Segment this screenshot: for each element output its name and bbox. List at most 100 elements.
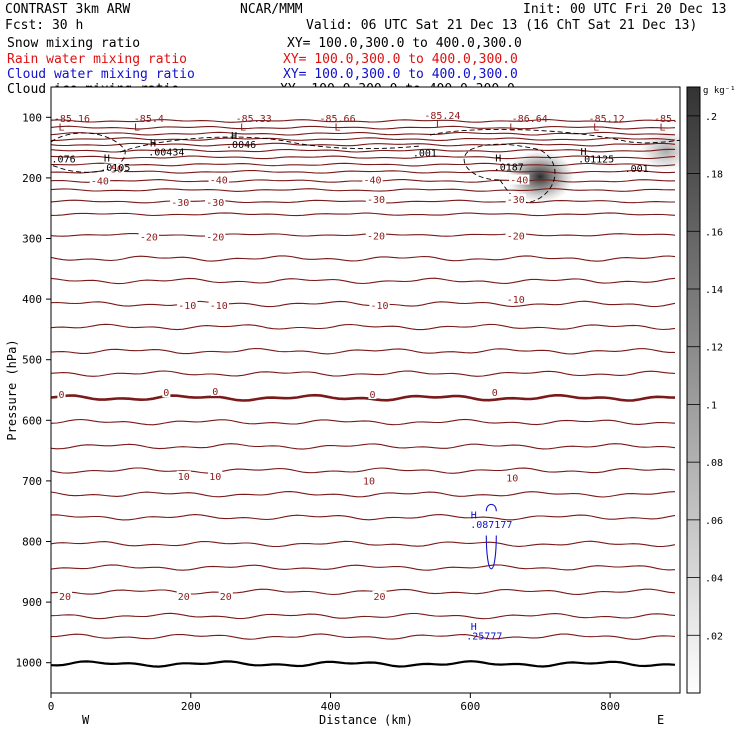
colorbar-tick-label: .04 — [705, 574, 723, 585]
contour-label-bg — [138, 231, 159, 242]
contour-label-bg — [361, 475, 377, 486]
contour-label-bg — [372, 590, 387, 601]
temperature-contour — [51, 418, 676, 426]
y-tick-label: 800 — [22, 536, 42, 549]
cloud-water-contour — [485, 503, 497, 512]
contour-label-bg — [505, 472, 520, 483]
contour-label: 10 — [506, 474, 518, 485]
x-tick-label: 0 — [48, 700, 55, 713]
colorbar-tick-label: .1 — [705, 400, 717, 411]
contour-label-bg — [505, 230, 526, 241]
extremum-label: L — [509, 123, 515, 134]
contour-label-bg — [365, 230, 387, 241]
extremum-label: L — [240, 123, 246, 134]
contour-label: -40 — [510, 176, 528, 187]
temperature-contour — [51, 323, 676, 331]
contour-label: -40 — [210, 176, 228, 187]
extremum-label: .00434 — [148, 147, 184, 158]
extremum-label: H — [471, 622, 477, 633]
east-label: E — [657, 713, 664, 727]
field-cloudwater-name: Cloud water mixing ratio — [7, 67, 195, 82]
contour-label-bg — [218, 590, 233, 601]
extremum-label: H — [231, 131, 237, 142]
extremum-label: .001 — [625, 164, 649, 175]
x-tick-label: 600 — [460, 700, 480, 713]
contour-label-bg — [177, 299, 198, 310]
temperature-contour — [51, 564, 676, 571]
temperature-contour — [51, 148, 676, 153]
extremum-label: .076 — [52, 155, 76, 166]
y-tick-label: 100 — [22, 111, 42, 124]
colorbar-tick-label: .08 — [705, 458, 723, 469]
extremum-label: -85.66 — [319, 114, 355, 125]
extremum-label: L — [58, 123, 64, 134]
contour-label: -30 — [206, 198, 224, 209]
temperature-contour — [51, 277, 676, 285]
temperature-contour — [51, 199, 675, 204]
y-tick-label: 1000 — [16, 657, 43, 670]
extremum-label: L — [335, 123, 341, 134]
contour-label: -40 — [363, 176, 381, 187]
header-model: CONTRAST 3km ARW — [5, 2, 130, 17]
temperature-contour — [51, 188, 675, 192]
colorbar-tick-label: .14 — [705, 285, 723, 296]
temperature-contour — [51, 155, 676, 160]
field-rain-name: Rain water mixing ratio — [7, 52, 187, 67]
extremum-label: .001 — [413, 149, 437, 160]
temperature-contour — [51, 212, 676, 217]
contour-label-bg — [365, 193, 387, 204]
colorbar-tick-label: .12 — [705, 343, 723, 354]
extremum-label: .01125 — [578, 155, 614, 166]
extremum-label: H — [150, 138, 156, 149]
contour-label-bg — [509, 174, 530, 185]
temperature-contour — [51, 162, 676, 167]
extremum-label: .087177 — [470, 520, 512, 531]
cloud-ice-contour — [463, 143, 556, 203]
contour-label-bg — [89, 175, 111, 186]
y-tick-label: 400 — [22, 293, 42, 306]
contour-label: -10 — [507, 295, 525, 306]
field-cloudwater-xy: XY= 100.0,300.0 to 400.0,300.0 — [283, 67, 518, 82]
contour-label-bg — [369, 299, 390, 310]
temperature-contour — [51, 633, 676, 640]
contour-label: -30 — [171, 198, 189, 209]
extremum-label: H — [581, 147, 587, 158]
shaded-maximum — [506, 150, 575, 203]
contour-label-bg — [505, 293, 526, 304]
contour-label: -20 — [140, 233, 158, 244]
contour-label: 10 — [178, 472, 190, 483]
x-tick-label: 200 — [181, 700, 201, 713]
contour-label-bg — [57, 389, 66, 400]
colorbar-tick-label: .2 — [705, 112, 717, 123]
contour-label-bg — [162, 387, 171, 398]
temperature-contour — [51, 370, 676, 377]
contour-label-bg — [205, 196, 226, 207]
extremum-label: L — [134, 123, 140, 134]
contour-label: 10 — [363, 477, 375, 488]
contour-label-bg — [211, 386, 220, 397]
temperature-contour — [51, 588, 676, 596]
temperature-contour — [51, 131, 676, 136]
contour-label-bg — [205, 231, 226, 242]
x-tick-label: 800 — [600, 700, 620, 713]
contour-label: 20 — [178, 592, 190, 603]
extremum-label: -86.64 — [512, 114, 548, 125]
contour-label-bg — [176, 470, 191, 481]
x-axis-label: Distance (km) — [319, 713, 413, 727]
contour-label: -10 — [370, 301, 388, 312]
y-tick-label: 600 — [22, 414, 42, 427]
field-snow-name: Snow mixing ratio — [7, 36, 140, 51]
extremum-label: -85.33 — [236, 114, 272, 125]
contour-label-bg — [57, 590, 73, 601]
contour-label-bg — [208, 299, 229, 310]
cloud-ice-contour — [51, 132, 126, 173]
y-tick-label: 900 — [22, 596, 42, 609]
y-tick-label: 500 — [22, 354, 42, 367]
contour-label-bg — [505, 193, 526, 204]
contour-label-bg — [208, 470, 223, 481]
y-tick-label: 700 — [22, 475, 42, 488]
contour-label: -20 — [367, 231, 385, 242]
contour-label: -20 — [206, 233, 224, 244]
cloud-water-contour — [485, 535, 497, 570]
